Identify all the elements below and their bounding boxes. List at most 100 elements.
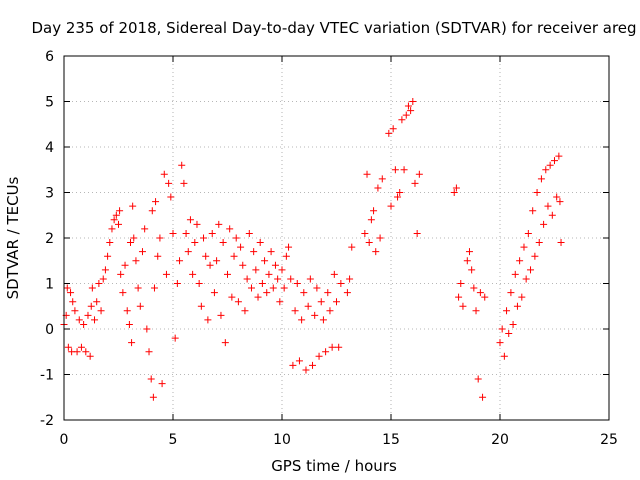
y-tick-label: -2 <box>40 413 54 429</box>
data-point <box>278 266 286 274</box>
data-point <box>474 375 482 383</box>
data-point <box>230 252 238 260</box>
x-tick-label: 15 <box>382 432 400 448</box>
data-point <box>224 270 231 278</box>
data-point <box>184 248 192 256</box>
data-point <box>254 293 262 301</box>
data-point <box>324 289 332 297</box>
data-point <box>141 225 149 233</box>
data-point <box>402 111 410 119</box>
data-point <box>518 293 526 301</box>
data-point <box>374 184 382 192</box>
data-point <box>263 289 271 297</box>
data-point <box>328 343 336 351</box>
data-point <box>115 220 122 228</box>
data-point <box>176 257 184 265</box>
data-point <box>136 302 144 310</box>
data-point <box>300 289 308 297</box>
data-point <box>529 207 537 215</box>
data-point <box>295 357 303 365</box>
y-tick-label: 2 <box>45 231 54 247</box>
data-point <box>291 307 299 315</box>
data-point <box>337 280 345 287</box>
data-point <box>326 307 334 315</box>
data-point <box>202 252 210 260</box>
data-point <box>361 229 369 237</box>
data-point <box>193 220 201 228</box>
data-point <box>500 352 508 360</box>
data-point <box>468 266 476 274</box>
data-point <box>317 298 325 306</box>
data-point <box>97 307 105 315</box>
data-point <box>463 257 471 265</box>
data-point <box>145 348 153 356</box>
x-axis-label: GPS time / hours <box>271 457 397 475</box>
y-tick-label: 4 <box>45 140 54 156</box>
data-point <box>221 339 229 347</box>
data-point <box>452 184 460 192</box>
data-point <box>152 198 160 206</box>
data-point <box>130 234 138 242</box>
data-point <box>77 343 85 351</box>
data-point <box>63 284 71 292</box>
data-point <box>165 179 173 187</box>
data-point <box>507 289 515 297</box>
data-point <box>513 302 521 310</box>
data-point <box>149 393 157 401</box>
data-point <box>304 302 312 310</box>
data-point <box>503 307 511 315</box>
x-tick-label: 20 <box>491 432 509 448</box>
data-point <box>400 166 408 174</box>
data-point <box>228 293 236 301</box>
axis-ticks <box>63 55 610 421</box>
data-point <box>265 270 273 278</box>
data-point <box>186 216 194 224</box>
x-tick-labels: 0 5 10 15 20 25 <box>60 432 618 448</box>
data-point <box>69 298 77 306</box>
data-point <box>182 229 190 237</box>
y-tick-label: 3 <box>45 186 54 202</box>
data-point <box>271 261 279 269</box>
data-point <box>524 229 532 237</box>
y-tick-label: 0 <box>45 322 54 338</box>
data-point <box>479 393 487 401</box>
data-point <box>217 311 225 319</box>
x-tick-label: 25 <box>600 432 618 448</box>
data-point <box>557 239 565 247</box>
data-point <box>455 293 463 301</box>
data-point <box>457 280 465 287</box>
data-point <box>409 98 417 105</box>
data-point <box>330 270 338 278</box>
data-point <box>234 298 242 306</box>
y-tick-label: -1 <box>40 368 54 384</box>
data-point <box>476 289 484 297</box>
data-point <box>80 320 88 328</box>
data-point <box>173 280 181 287</box>
data-point <box>385 129 393 137</box>
data-point <box>82 348 90 356</box>
data-point <box>247 284 255 292</box>
data-point <box>99 275 107 283</box>
data-point <box>112 211 120 219</box>
data-point <box>551 157 558 165</box>
data-point <box>363 170 371 178</box>
data-point <box>496 339 504 347</box>
data-point <box>86 352 94 360</box>
x-tick-label: 5 <box>169 432 178 448</box>
data-point <box>413 229 421 237</box>
data-point <box>232 234 240 242</box>
data-point <box>333 298 340 306</box>
data-point <box>206 261 214 269</box>
data-point <box>556 198 564 206</box>
data-point <box>123 307 131 315</box>
data-point <box>256 239 264 247</box>
data-point <box>520 243 528 251</box>
data-point <box>252 266 260 274</box>
data-point <box>73 348 81 356</box>
data-point <box>195 280 203 287</box>
data-point <box>128 339 136 347</box>
y-tick-label: 5 <box>45 95 54 111</box>
data-point <box>302 366 310 374</box>
data-point <box>237 243 245 251</box>
